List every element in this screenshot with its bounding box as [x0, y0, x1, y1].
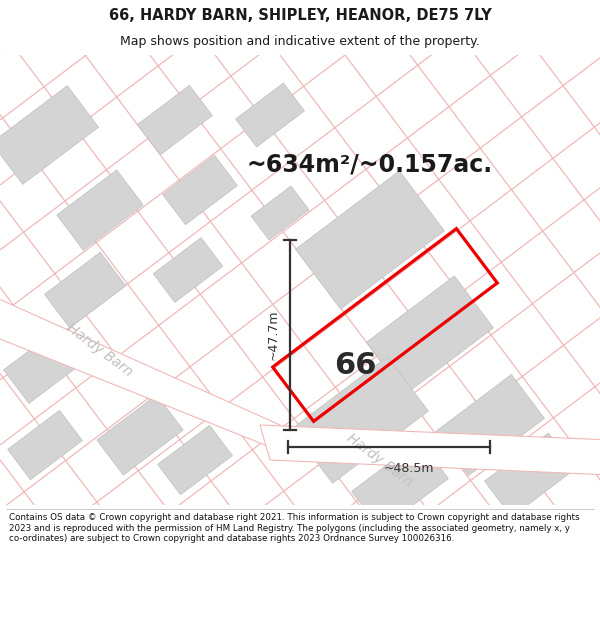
- Polygon shape: [251, 186, 309, 240]
- Polygon shape: [485, 433, 575, 517]
- Polygon shape: [0, 295, 290, 455]
- Polygon shape: [57, 170, 143, 250]
- Text: ~634m²/~0.157ac.: ~634m²/~0.157ac.: [247, 153, 493, 177]
- Text: Hardy Barn: Hardy Barn: [64, 321, 136, 379]
- Polygon shape: [4, 327, 86, 403]
- Polygon shape: [260, 425, 600, 475]
- Text: Map shows position and indicative extent of the property.: Map shows position and indicative extent…: [120, 35, 480, 48]
- Polygon shape: [352, 440, 448, 530]
- Polygon shape: [0, 86, 98, 184]
- Text: ~48.5m: ~48.5m: [384, 462, 434, 476]
- Polygon shape: [8, 410, 82, 480]
- Polygon shape: [163, 155, 238, 225]
- Polygon shape: [436, 374, 544, 476]
- Text: 66, HARDY BARN, SHIPLEY, HEANOR, DE75 7LY: 66, HARDY BARN, SHIPLEY, HEANOR, DE75 7L…: [109, 8, 491, 23]
- Polygon shape: [292, 357, 428, 483]
- Polygon shape: [236, 83, 304, 147]
- Polygon shape: [97, 395, 183, 475]
- Text: Contains OS data © Crown copyright and database right 2021. This information is : Contains OS data © Crown copyright and d…: [9, 513, 580, 543]
- Polygon shape: [153, 238, 223, 302]
- Polygon shape: [137, 85, 212, 155]
- Text: 66: 66: [334, 351, 376, 379]
- Text: Hardy Barn: Hardy Barn: [344, 431, 416, 489]
- Polygon shape: [44, 252, 125, 328]
- Text: ~47.7m: ~47.7m: [266, 310, 280, 360]
- Polygon shape: [296, 171, 445, 309]
- Polygon shape: [158, 425, 232, 495]
- Polygon shape: [367, 276, 493, 394]
